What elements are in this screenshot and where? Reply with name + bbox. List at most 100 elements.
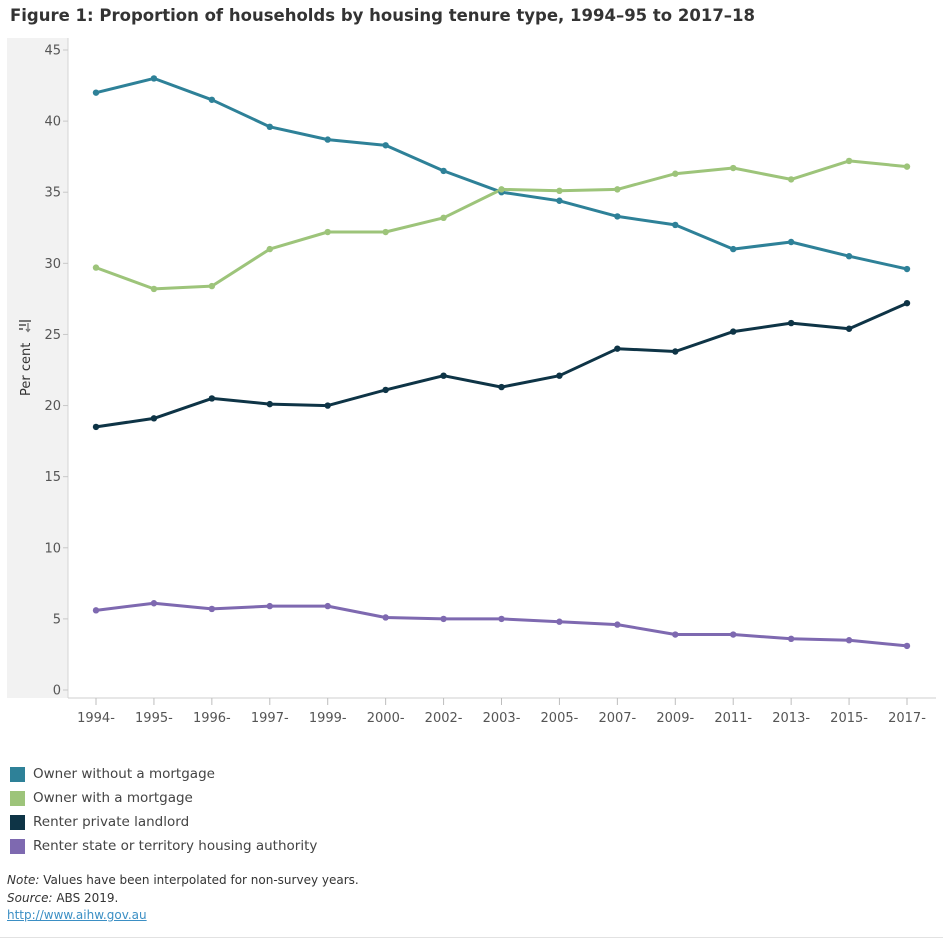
x-tick-label: 1999-: [309, 711, 347, 726]
x-tick-label: 2013-: [772, 711, 810, 726]
x-tick-label: 2000-: [367, 711, 405, 726]
data-point[interactable]: [208, 282, 216, 290]
series-line[interactable]: [94, 301, 909, 429]
data-point[interactable]: [556, 618, 563, 625]
legend-label: Owner with a mortgage: [33, 790, 193, 806]
data-point[interactable]: [92, 264, 100, 271]
data-point[interactable]: [440, 214, 447, 222]
data-point[interactable]: [324, 402, 331, 409]
data-point[interactable]: [845, 325, 853, 332]
data-point[interactable]: [150, 600, 158, 607]
data-point[interactable]: [92, 607, 100, 614]
data-point[interactable]: [845, 253, 853, 260]
data-point[interactable]: [730, 631, 737, 638]
data-point[interactable]: [382, 228, 389, 236]
x-tick-label: 1995-: [135, 711, 173, 726]
data-point[interactable]: [150, 285, 158, 293]
data-point[interactable]: [440, 615, 447, 623]
legend-label: Renter private landlord: [33, 814, 190, 830]
y-tick-label: 20: [44, 399, 61, 414]
data-point[interactable]: [787, 176, 795, 183]
y-tick-label: 45: [44, 44, 61, 59]
data-point[interactable]: [498, 615, 505, 623]
data-point[interactable]: [903, 163, 911, 170]
data-point[interactable]: [150, 415, 158, 422]
data-point[interactable]: [614, 186, 621, 193]
legend-item[interactable]: Renter private landlord: [10, 810, 317, 834]
legend: Owner without a mortgage Owner with a mo…: [10, 762, 317, 858]
data-point[interactable]: [845, 157, 853, 165]
line-chart: 0 5 10 15 20 25 30 35 40 45 1994- 1995- 1996- 1997- 1…: [7, 38, 936, 726]
series-line[interactable]: [94, 159, 909, 291]
data-point[interactable]: [672, 348, 679, 355]
source-line: Source: ABS 2019.: [7, 890, 359, 908]
data-point[interactable]: [614, 213, 621, 220]
data-point[interactable]: [672, 221, 679, 229]
data-point[interactable]: [556, 197, 563, 204]
x-tick-label: 2015-: [830, 711, 868, 726]
data-point[interactable]: [498, 383, 505, 391]
x-tick-label: 1997-: [251, 711, 289, 726]
data-point[interactable]: [208, 605, 216, 613]
data-point[interactable]: [787, 238, 795, 246]
bottom-divider: [0, 937, 943, 938]
x-tick-label: 2003-: [483, 711, 521, 726]
y-axis-title: Per cent: [19, 343, 34, 396]
data-point[interactable]: [556, 187, 563, 194]
data-point[interactable]: [92, 89, 100, 96]
data-point[interactable]: [498, 186, 505, 193]
data-point[interactable]: [324, 136, 331, 143]
legend-swatch: [10, 814, 25, 830]
data-point[interactable]: [903, 265, 911, 273]
data-point[interactable]: [150, 75, 158, 82]
data-point[interactable]: [730, 328, 737, 335]
data-point[interactable]: [382, 386, 389, 394]
data-point[interactable]: [324, 602, 331, 610]
data-point[interactable]: [266, 602, 273, 610]
sort-icon[interactable]: [19, 320, 31, 333]
data-point[interactable]: [787, 635, 795, 642]
data-point[interactable]: [556, 372, 563, 379]
source-text: ABS 2019.: [52, 890, 119, 905]
data-point[interactable]: [903, 642, 911, 650]
data-point[interactable]: [730, 245, 737, 253]
legend-label: Owner without a mortgage: [33, 766, 215, 782]
data-point[interactable]: [787, 319, 795, 327]
aihw-link[interactable]: http://www.aihw.gov.au: [7, 908, 147, 922]
note-text: Values have been interpolated for non-su…: [39, 873, 359, 887]
data-point[interactable]: [382, 614, 389, 621]
note-line: Note: Values have been interpolated for …: [7, 872, 359, 890]
x-tick-label: 2005-: [541, 711, 579, 726]
data-point[interactable]: [903, 299, 911, 307]
x-tick-label: 2002-: [425, 711, 463, 726]
legend-item[interactable]: Owner without a mortgage: [10, 762, 317, 786]
data-point[interactable]: [266, 123, 273, 130]
data-point[interactable]: [324, 228, 331, 236]
legend-label: Renter state or territory housing author…: [33, 838, 318, 854]
data-point[interactable]: [208, 395, 216, 402]
data-point[interactable]: [614, 345, 621, 352]
data-point[interactable]: [440, 372, 447, 379]
series-line[interactable]: [94, 76, 909, 271]
data-point[interactable]: [730, 164, 737, 172]
y-tick-label: 25: [44, 328, 61, 343]
y-tick-label: 5: [53, 612, 61, 627]
data-point[interactable]: [672, 170, 679, 177]
legend-item[interactable]: Owner with a mortgage: [10, 786, 317, 810]
data-point[interactable]: [266, 245, 273, 253]
data-point[interactable]: [672, 631, 679, 638]
legend-item[interactable]: Renter state or territory housing author…: [10, 834, 317, 858]
chart-title: Figure 1: Proportion of households by ho…: [10, 6, 756, 25]
data-point[interactable]: [845, 637, 853, 644]
data-point[interactable]: [382, 142, 389, 149]
data-point[interactable]: [440, 167, 447, 175]
footnote: Note: Values have been interpolated for …: [7, 872, 359, 925]
y-tick-label: 30: [44, 257, 61, 272]
x-tick-label: 2011-: [714, 711, 752, 726]
y-axis-band: [7, 38, 68, 698]
series-line[interactable]: [94, 601, 909, 648]
data-point[interactable]: [266, 400, 273, 408]
data-point[interactable]: [208, 96, 216, 103]
data-point[interactable]: [614, 621, 621, 628]
data-point[interactable]: [92, 423, 100, 431]
